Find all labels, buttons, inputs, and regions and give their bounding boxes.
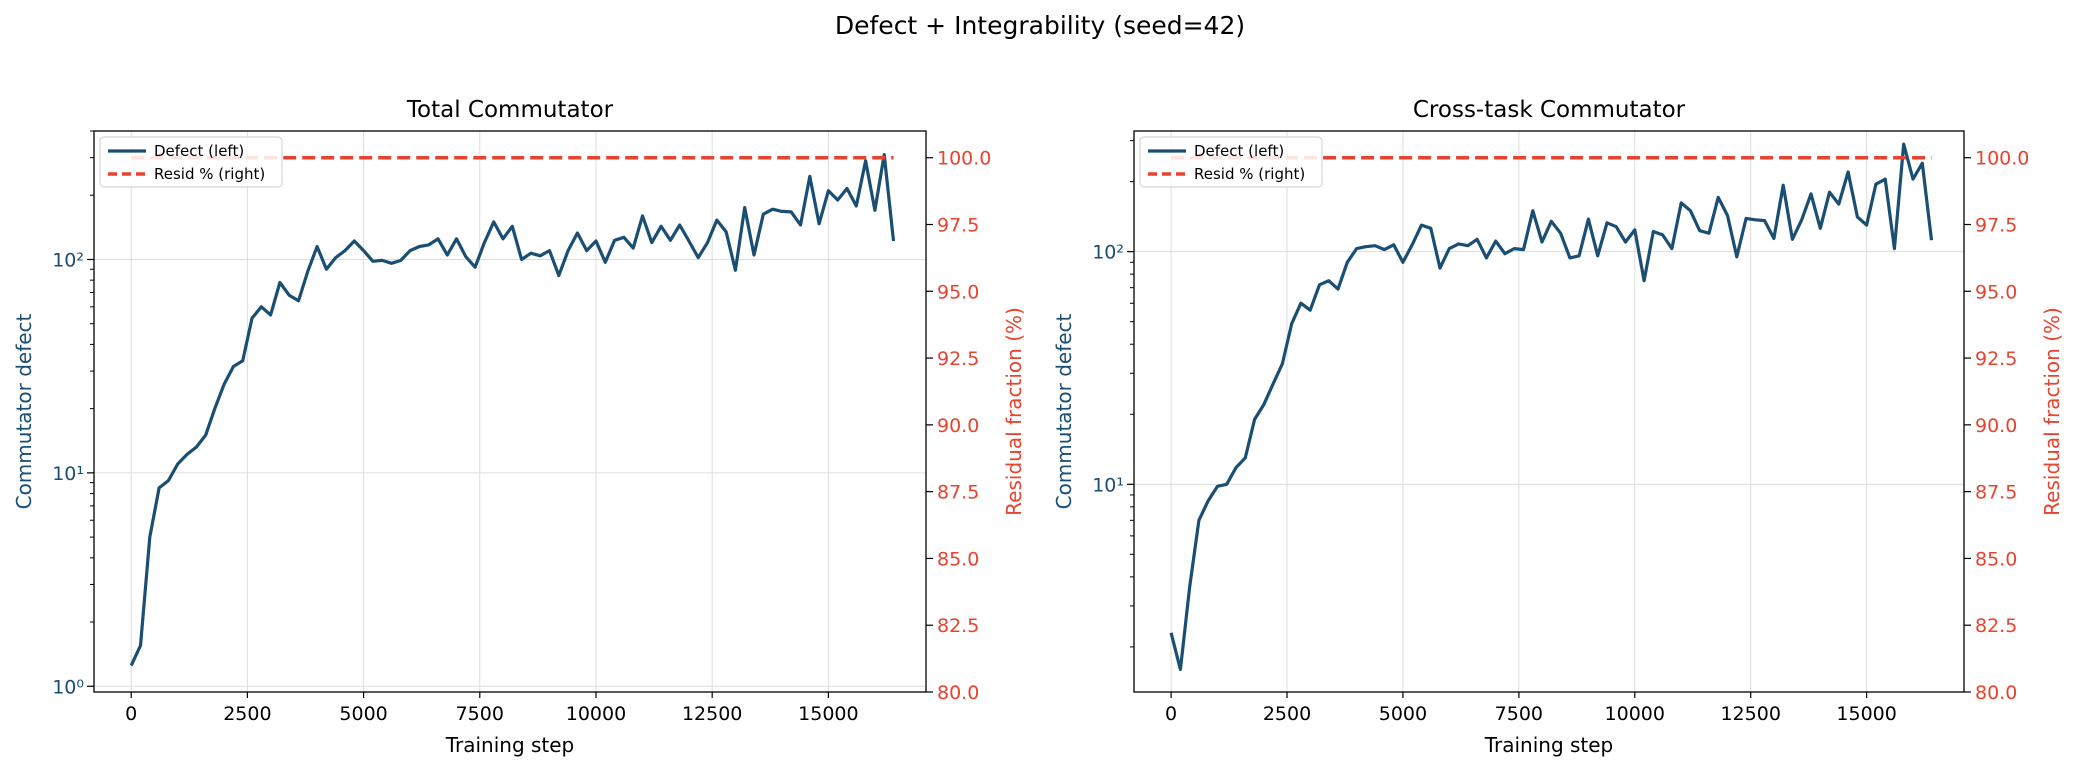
x-tick-label: 12500 bbox=[682, 703, 742, 725]
plot-frame bbox=[1133, 130, 1965, 693]
x-tick-label: 10000 bbox=[1605, 703, 1665, 725]
x-tick-label: 12500 bbox=[1720, 703, 1780, 725]
right-tick-label: 82.5 bbox=[937, 615, 979, 637]
plot-frame bbox=[93, 130, 927, 693]
legend-label-residual: Resid % (right) bbox=[154, 165, 265, 183]
x-tick-label: 2500 bbox=[223, 703, 271, 725]
left-tick-label: 10² bbox=[1092, 242, 1124, 264]
right-tick-label: 100.0 bbox=[937, 148, 991, 170]
right-tick-label: 92.5 bbox=[937, 348, 979, 370]
x-tick-label: 7500 bbox=[1495, 703, 1543, 725]
x-tick-label: 15000 bbox=[798, 703, 858, 725]
grid-lines bbox=[1134, 131, 1964, 692]
right-axis-label: Residual fraction (%) bbox=[1002, 307, 1026, 516]
panel-title: Total Commutator bbox=[406, 97, 614, 123]
right-axis-label: Residual fraction (%) bbox=[2040, 307, 2064, 516]
x-tick-label: 5000 bbox=[1379, 703, 1427, 725]
x-tick-label: 7500 bbox=[456, 703, 504, 725]
left-axis-label: Commutator defect bbox=[1052, 313, 1076, 509]
legend-label-residual: Resid % (right) bbox=[1194, 165, 1305, 183]
defect-line bbox=[129, 153, 896, 667]
x-axis-label: Training step bbox=[445, 733, 575, 757]
right-tick-label: 92.5 bbox=[1975, 348, 2017, 370]
right-tick-label: 82.5 bbox=[1975, 615, 2017, 637]
x-axis-label: Training step bbox=[1484, 733, 1614, 757]
figure-title: Defect + Integrability (seed=42) bbox=[835, 11, 1245, 40]
x-tick-label: 5000 bbox=[339, 703, 387, 725]
left-axis-label: Commutator defect bbox=[12, 313, 36, 509]
defect-line bbox=[1169, 142, 1934, 672]
left-tick-label: 10⁰ bbox=[52, 676, 84, 698]
right-tick-label: 80.0 bbox=[937, 682, 979, 704]
legend-label-defect: Defect (left) bbox=[1194, 142, 1284, 160]
right-tick-label: 95.0 bbox=[937, 281, 979, 303]
right-tick-label: 97.5 bbox=[1975, 215, 2017, 237]
right-tick-label: 85.0 bbox=[937, 548, 979, 570]
x-tick-label: 10000 bbox=[566, 703, 626, 725]
x-tick-label: 0 bbox=[125, 703, 137, 725]
right-tick-label: 87.5 bbox=[1975, 482, 2017, 504]
left-tick-label: 10² bbox=[52, 249, 84, 271]
right-tick-label: 97.5 bbox=[937, 215, 979, 237]
left-tick-label: 10¹ bbox=[1092, 474, 1124, 496]
cross-task-commutator-panel: Cross-task Commutator Training step Comm… bbox=[1052, 97, 2064, 757]
right-tick-label: 85.0 bbox=[1975, 548, 2017, 570]
x-tick-label: 15000 bbox=[1836, 703, 1896, 725]
right-tick-label: 100.0 bbox=[1975, 148, 2029, 170]
panel-title: Cross-task Commutator bbox=[1413, 97, 1686, 123]
right-tick-label: 90.0 bbox=[937, 415, 979, 437]
legend-label-defect: Defect (left) bbox=[154, 142, 244, 160]
right-tick-label: 90.0 bbox=[1975, 415, 2017, 437]
x-tick-label: 2500 bbox=[1263, 703, 1311, 725]
grid-lines bbox=[94, 131, 926, 692]
right-tick-label: 80.0 bbox=[1975, 682, 2017, 704]
total-commutator-panel: Total Commutator Training step Commutato… bbox=[12, 97, 1026, 757]
right-tick-label: 87.5 bbox=[937, 482, 979, 504]
left-tick-label: 10¹ bbox=[52, 463, 84, 485]
x-tick-label: 0 bbox=[1165, 703, 1177, 725]
right-tick-label: 95.0 bbox=[1975, 281, 2017, 303]
